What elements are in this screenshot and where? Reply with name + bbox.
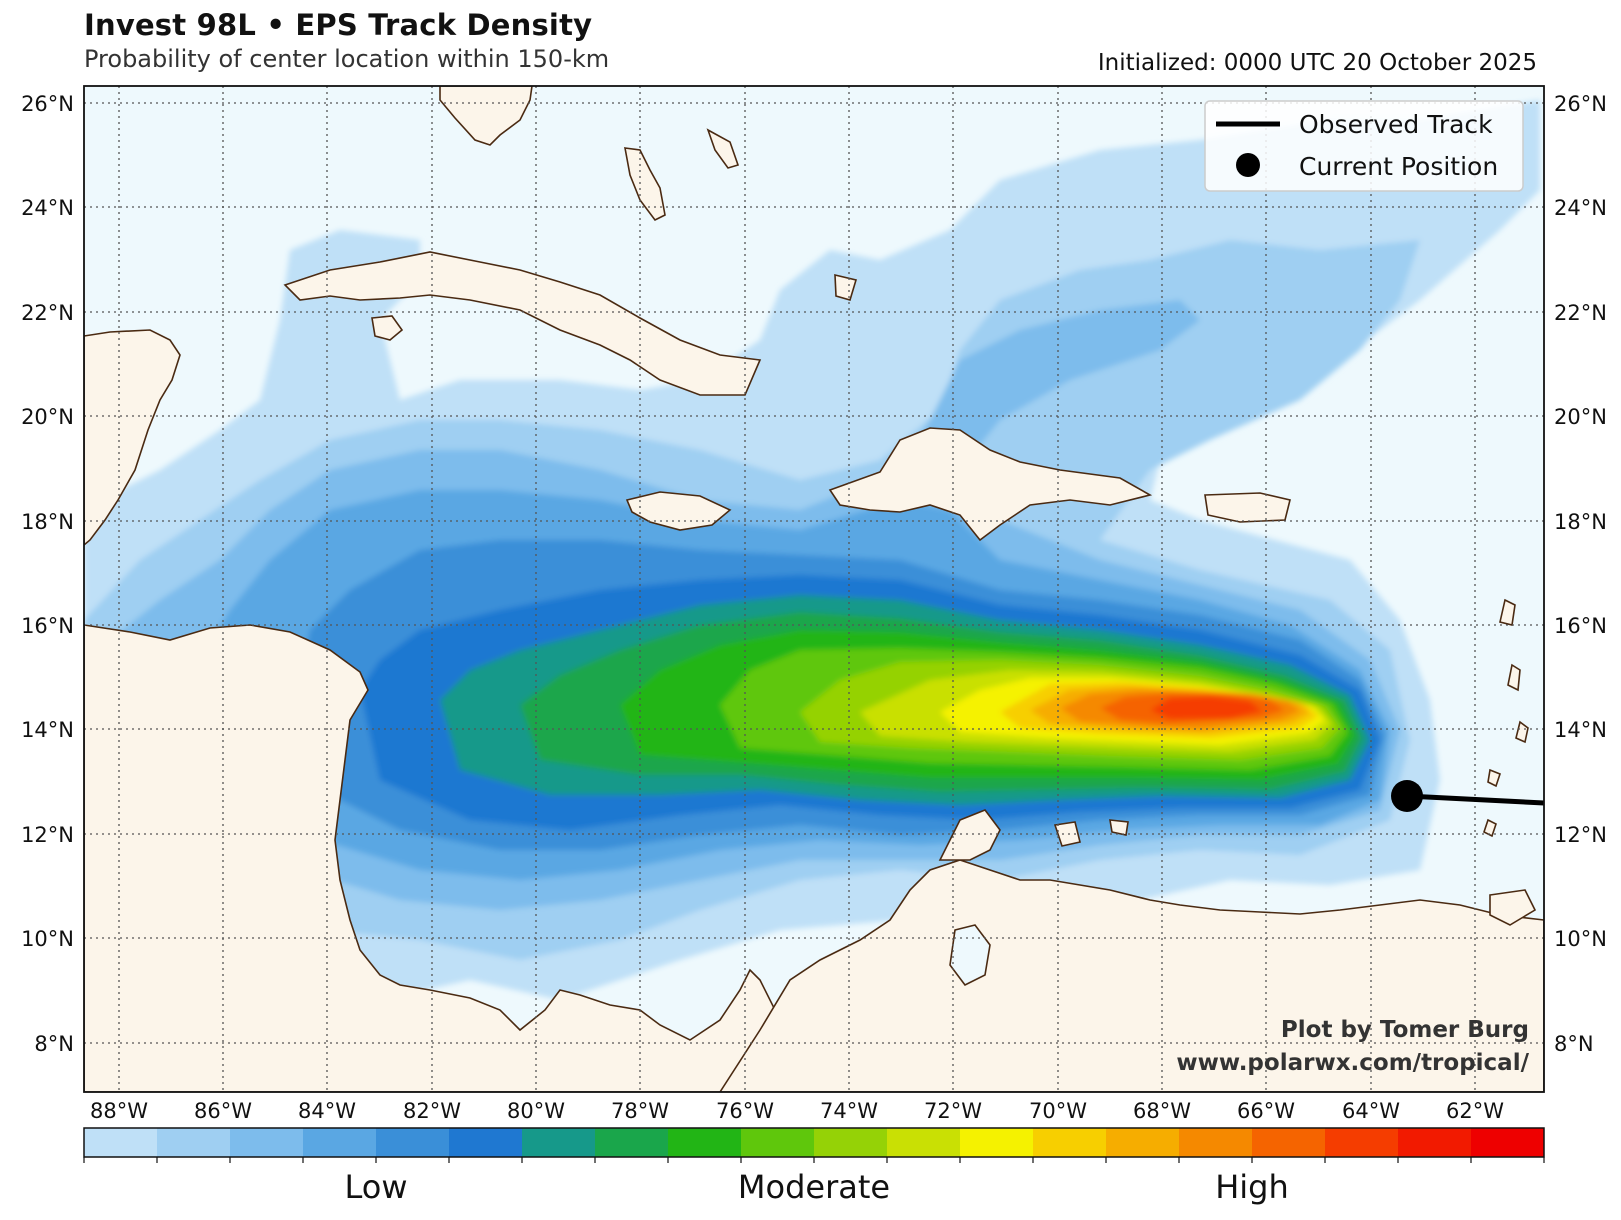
colorbar-segment xyxy=(741,1128,815,1157)
hispaniola xyxy=(828,427,1153,542)
colorbar-segment xyxy=(157,1128,231,1157)
legend-current-position: Current Position xyxy=(1299,152,1498,181)
credit-website: www.polarwx.com/tropical/ xyxy=(1176,1050,1529,1076)
current-position-marker xyxy=(1391,780,1423,812)
observed-track-line xyxy=(1406,793,1544,806)
colorbar-label-low: Low xyxy=(344,1168,408,1206)
lon-label: 72°W xyxy=(924,1099,982,1123)
legend-observed-track: Observed Track xyxy=(1299,110,1493,139)
lon-label: 84°W xyxy=(298,1099,356,1123)
colorbar-segment xyxy=(449,1128,523,1157)
lake-maracaibo xyxy=(949,924,991,987)
colorbar-label-high: High xyxy=(1215,1168,1289,1206)
legend: Observed Track Current Position xyxy=(1204,100,1524,192)
lat-label-left: 26°N xyxy=(21,92,74,116)
map-subtitle: Probability of center location within 15… xyxy=(84,45,610,73)
andros xyxy=(624,147,666,222)
lat-label-left: 20°N xyxy=(21,405,74,429)
lon-label: 86°W xyxy=(194,1099,252,1123)
lon-label: 78°W xyxy=(611,1099,669,1123)
bonaire xyxy=(1109,819,1129,836)
colorbar xyxy=(83,1128,1545,1163)
colorbar-segment xyxy=(814,1128,888,1157)
lat-label-right: 8°N xyxy=(1554,1032,1594,1056)
colorbar-segment xyxy=(668,1128,742,1157)
colorbar-segment xyxy=(1033,1128,1107,1157)
lat-label-right: 22°N xyxy=(1554,301,1607,325)
lon-label: 76°W xyxy=(716,1099,774,1123)
puerto-rico xyxy=(1204,492,1291,523)
eleuthera xyxy=(706,128,740,169)
isla-de-la-juventud xyxy=(371,315,404,341)
south-america xyxy=(719,859,1544,1092)
jamaica xyxy=(625,491,732,531)
lat-label-left: 16°N xyxy=(21,614,74,638)
lat-label-left: 14°N xyxy=(21,718,74,742)
lat-label-left: 12°N xyxy=(21,823,74,847)
colorbar-segment xyxy=(1325,1128,1399,1157)
colorbar-segment xyxy=(1252,1128,1326,1157)
lat-label-left: 22°N xyxy=(21,301,74,325)
lat-label-right: 12°N xyxy=(1554,823,1607,847)
credit-author: Plot by Tomer Burg xyxy=(1280,1017,1529,1043)
curacao xyxy=(1053,821,1081,847)
colorbar-segment xyxy=(1398,1128,1472,1157)
lat-label-left: 8°N xyxy=(34,1032,74,1056)
cuba xyxy=(283,251,762,396)
lat-label-right: 10°N xyxy=(1554,927,1607,951)
lat-label-right: 18°N xyxy=(1554,510,1607,534)
lon-label: 68°W xyxy=(1133,1099,1191,1123)
longitude-labels: 88°W 86°W 84°W 82°W 80°W 78°W 76°W 74°W … xyxy=(90,1099,1504,1123)
latitude-labels: 26°N 24°N 22°N 20°N 18°N 16°N 14°N 12°N … xyxy=(21,92,1607,1056)
colorbar-frame xyxy=(83,1127,1545,1158)
lon-label: 88°W xyxy=(90,1099,148,1123)
current-position-legend-dot xyxy=(1236,153,1260,177)
lat-label-right: 26°N xyxy=(1554,92,1607,116)
colorbar-segment xyxy=(376,1128,450,1157)
central-america xyxy=(84,624,801,1092)
initialized-time: Initialized: 0000 UTC 20 October 2025 xyxy=(1097,50,1537,76)
lon-label: 64°W xyxy=(1342,1099,1400,1123)
map-frame xyxy=(83,85,1545,1093)
lat-label-right: 20°N xyxy=(1554,405,1607,429)
colorbar-segment xyxy=(1471,1128,1545,1157)
colorbar-label-moderate: Moderate xyxy=(737,1168,891,1206)
lon-label: 66°W xyxy=(1237,1099,1295,1123)
lon-label: 80°W xyxy=(507,1099,565,1123)
colorbar-segment xyxy=(303,1128,377,1157)
st-lucia xyxy=(1515,720,1529,744)
colorbar-segment xyxy=(230,1128,304,1157)
colorbar-segment xyxy=(84,1128,158,1157)
colorbar-segment xyxy=(595,1128,669,1157)
martinique xyxy=(1507,663,1521,692)
lon-label: 82°W xyxy=(403,1099,461,1123)
density-shading xyxy=(84,100,1540,1050)
st-vincent xyxy=(1487,768,1501,788)
colorbar-segment xyxy=(1106,1128,1180,1157)
map-title: Invest 98L • EPS Track Density xyxy=(84,8,593,42)
grenada xyxy=(1483,818,1497,838)
lat-label-right: 16°N xyxy=(1554,614,1607,638)
lon-label: 62°W xyxy=(1446,1099,1504,1123)
colorbar-segment xyxy=(522,1128,596,1157)
lat-label-right: 24°N xyxy=(1554,196,1607,220)
lat-label-left: 18°N xyxy=(21,510,74,534)
lat-label-left: 24°N xyxy=(21,196,74,220)
lon-label: 74°W xyxy=(820,1099,878,1123)
lon-label: 70°W xyxy=(1029,1099,1087,1123)
colorbar-segment xyxy=(1179,1128,1253,1157)
florida xyxy=(439,86,533,146)
lat-label-left: 10°N xyxy=(21,927,74,951)
guajira-peninsula xyxy=(938,809,1001,861)
trinidad xyxy=(1489,889,1537,926)
colorbar-segment xyxy=(887,1128,961,1157)
yucatan xyxy=(84,329,181,547)
colorbar-segment xyxy=(960,1128,1034,1157)
lat-label-right: 14°N xyxy=(1554,718,1607,742)
land xyxy=(84,86,1544,1092)
